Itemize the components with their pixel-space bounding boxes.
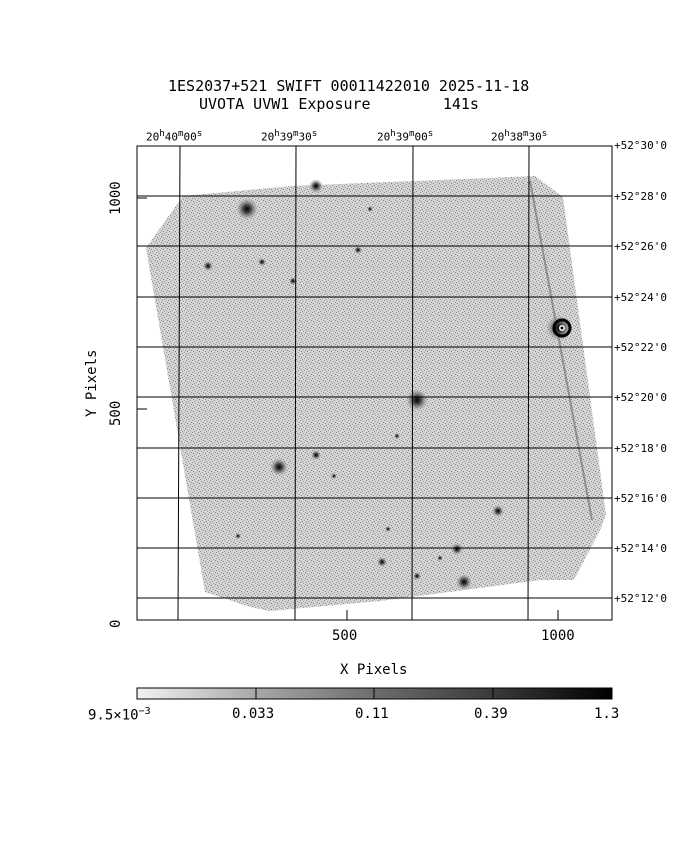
axis-ticks	[137, 197, 559, 621]
source	[309, 179, 323, 193]
dec-label: +52°20'0	[614, 391, 667, 404]
dec-label: +52°16'0	[614, 492, 667, 505]
y-tick-label: 1000	[108, 181, 124, 215]
source	[456, 574, 472, 590]
source	[406, 389, 428, 411]
colorbar-min-label: 9.5×10−3	[88, 706, 151, 724]
colorbar-ticks	[255, 688, 494, 699]
source	[377, 557, 387, 567]
source	[311, 450, 321, 460]
dec-label: +52°30'0	[614, 139, 667, 152]
source	[367, 206, 373, 212]
source	[394, 433, 400, 439]
colorbar-label: 0.39	[474, 706, 508, 722]
source	[413, 572, 421, 580]
x-tick-label: 500	[332, 628, 358, 644]
y-tick-label: 500	[108, 400, 124, 426]
source	[331, 473, 337, 479]
dec-label: +52°14'0	[614, 542, 667, 555]
plot-frame	[136, 145, 613, 621]
x-axis-label: X Pixels	[340, 662, 408, 678]
ra-label: 20h39m30s	[261, 128, 318, 144]
plot-title-line2: UVOTA UVW1 Exposure 141s	[199, 95, 479, 113]
bright-source-core-dot	[560, 326, 564, 330]
source	[289, 277, 297, 285]
dec-label: +52°12'0	[614, 592, 667, 605]
dec-label: +52°24'0	[614, 291, 667, 304]
dec-label: +52°28'0	[614, 190, 667, 203]
source	[203, 261, 213, 271]
x-tick-label: 1000	[541, 628, 575, 644]
colorbar-label: 0.11	[355, 706, 389, 722]
y-axis-label: Y Pixels	[84, 349, 100, 417]
ra-label: 20h40m00s	[146, 128, 203, 144]
dec-label: +52°18'0	[614, 442, 667, 455]
source	[270, 458, 288, 476]
source	[385, 526, 391, 532]
source	[258, 258, 266, 266]
ra-label: 20h39m00s	[377, 128, 434, 144]
colorbar-label: 1.3	[594, 706, 620, 722]
colorbar-label: 0.033	[232, 706, 275, 722]
source	[354, 246, 362, 254]
plot-title-line1: 1ES2037+521 SWIFT 00011422010 2025-11-18	[168, 77, 530, 95]
coordinate-grid	[137, 145, 612, 621]
dec-label: +52°26'0	[614, 240, 667, 253]
source	[492, 505, 504, 517]
exposure-footprint	[146, 176, 606, 611]
bright-source-ring	[552, 318, 572, 338]
ra-label: 20h38m30s	[491, 128, 548, 144]
dec-label: +52°22'0	[614, 341, 667, 354]
sources	[203, 179, 572, 590]
y-tick-label: 0	[108, 619, 124, 628]
source	[235, 533, 241, 539]
source	[236, 198, 258, 220]
source	[451, 543, 463, 555]
readout-streak	[529, 180, 593, 521]
source	[437, 555, 443, 561]
